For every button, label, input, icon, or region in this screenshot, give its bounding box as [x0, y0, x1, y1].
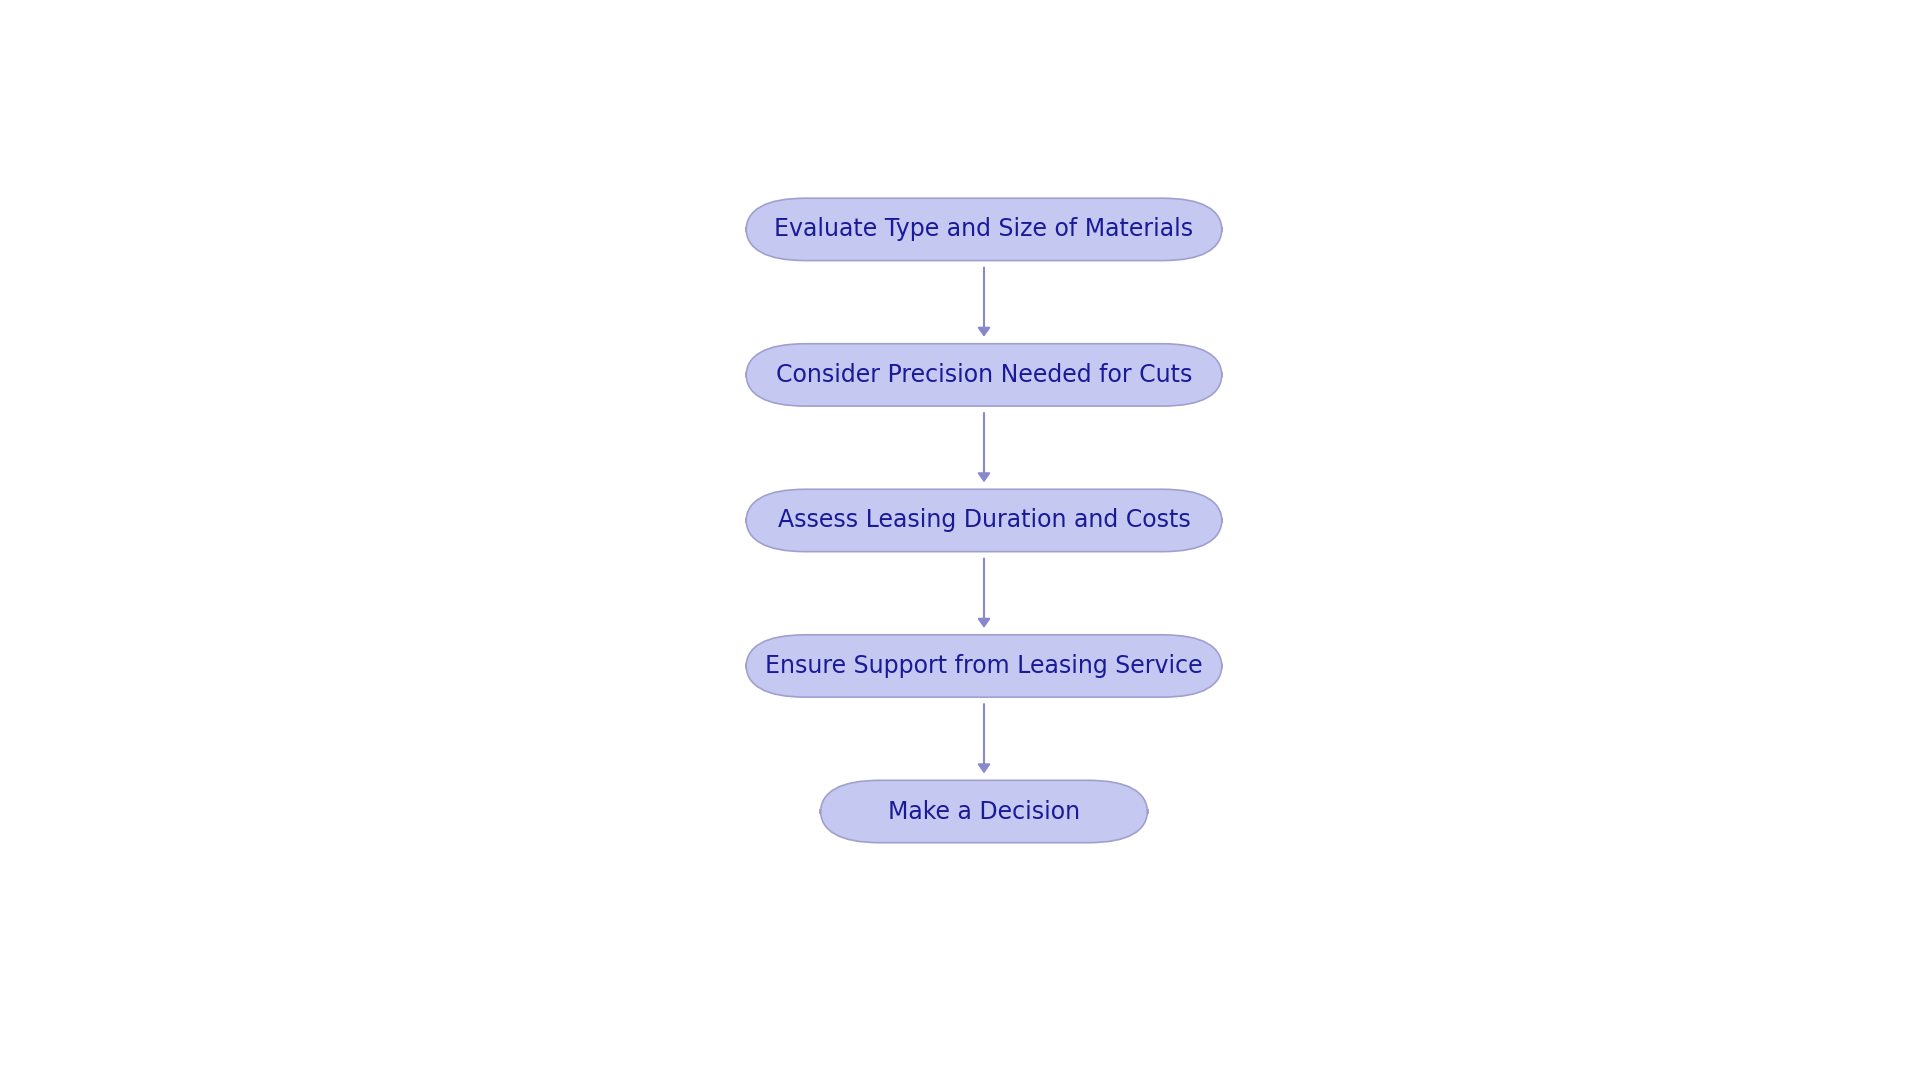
FancyBboxPatch shape [745, 199, 1221, 260]
Text: Consider Precision Needed for Cuts: Consider Precision Needed for Cuts [776, 363, 1192, 387]
Text: Evaluate Type and Size of Materials: Evaluate Type and Size of Materials [774, 217, 1194, 242]
FancyBboxPatch shape [745, 343, 1221, 406]
Text: Ensure Support from Leasing Service: Ensure Support from Leasing Service [766, 654, 1202, 678]
FancyBboxPatch shape [745, 635, 1221, 698]
FancyBboxPatch shape [745, 489, 1221, 552]
FancyBboxPatch shape [820, 781, 1148, 842]
Text: Make a Decision: Make a Decision [887, 799, 1081, 824]
Text: Assess Leasing Duration and Costs: Assess Leasing Duration and Costs [778, 509, 1190, 532]
